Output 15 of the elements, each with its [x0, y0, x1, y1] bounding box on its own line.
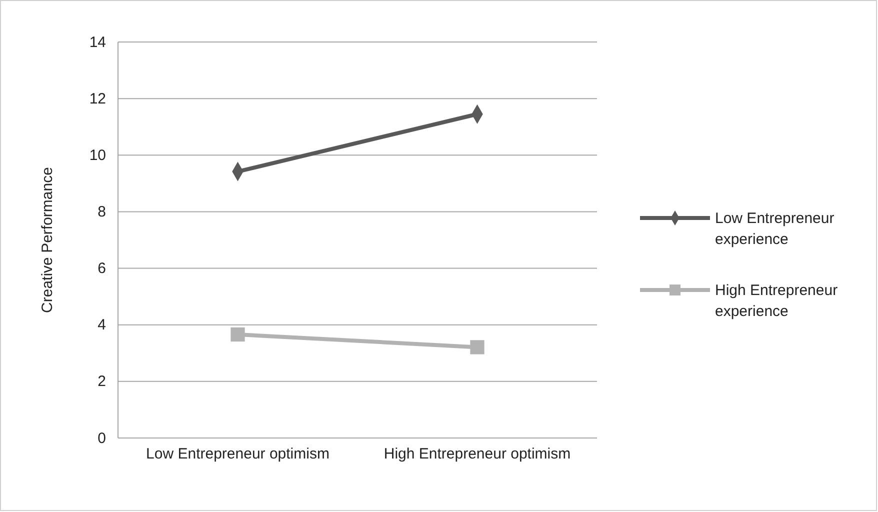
y-axis-title: Creative Performance: [39, 167, 56, 313]
y-tick-label: 6: [98, 260, 106, 278]
point: [230, 327, 245, 342]
y-tick-label: 0: [98, 430, 106, 447]
y-tick-label: 10: [89, 146, 106, 164]
y-tick-label: 8: [98, 204, 106, 221]
legend-label: High Entrepreneur experience: [715, 282, 838, 320]
y-tick-label: 2: [98, 373, 106, 390]
y-tick-label: 12: [89, 90, 106, 108]
x-tick-label: High Entrepreneur optimism: [384, 446, 571, 463]
point: [470, 340, 484, 354]
x-tick-label: Low Entrepreneur optimism: [146, 446, 330, 463]
legend-label: Low Entrepreneur experience: [715, 210, 834, 248]
y-tick-label: 14: [89, 34, 106, 51]
y-tick-label: 4: [98, 316, 106, 334]
